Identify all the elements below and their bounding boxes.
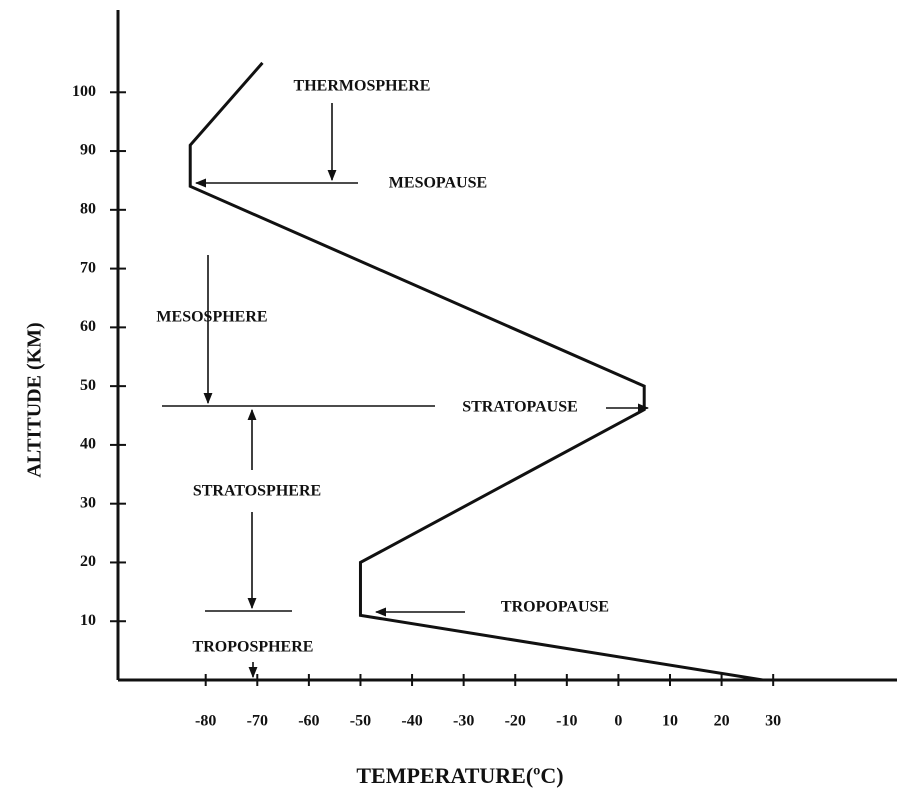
y-tick-label: 60 [80,318,96,335]
y-tick-label: 70 [80,259,96,276]
x-tick-label: -20 [505,713,526,730]
x-tick-label: -50 [350,713,371,730]
x-tick-label: -70 [247,713,268,730]
x-tick-label: 0 [614,713,622,730]
x-tick-label: -80 [195,713,216,730]
annotation: THERMOSPHERE [294,78,431,95]
y-tick-label: 90 [80,142,96,159]
x-tick-label: -60 [298,713,319,730]
annotation-arrows [162,103,650,679]
x-axis-label: TEMPERATURE(ºC) [356,763,563,788]
y-tick-label: 20 [80,553,96,570]
y-tick-label: 30 [80,494,96,511]
annotation: MESOSPHERE [156,309,267,326]
x-tick-label: -30 [453,713,474,730]
x-tick-label: -40 [401,713,422,730]
temperature-line [188,61,764,682]
annotation: MESOPAUSE [389,175,487,192]
annotation: STRATOPAUSE [462,399,578,416]
x-tick-label: 20 [714,713,730,730]
y-tick-label: 40 [80,436,96,453]
x-tick-label: 10 [662,713,678,730]
x-tick-label: -10 [556,713,577,730]
annotation: STRATOSPHERE [193,483,321,500]
annotation: TROPOSPHERE [193,639,314,656]
y-tick-label: 80 [80,200,96,217]
y-tick-label: 100 [72,83,96,100]
x-tick-label: 30 [765,713,781,730]
annotation: TROPOPAUSE [501,599,609,616]
y-tick-label: 50 [80,377,96,394]
y-axis-label: ALTITUDE (KM) [24,322,46,477]
y-tick-label: 10 [80,612,96,629]
